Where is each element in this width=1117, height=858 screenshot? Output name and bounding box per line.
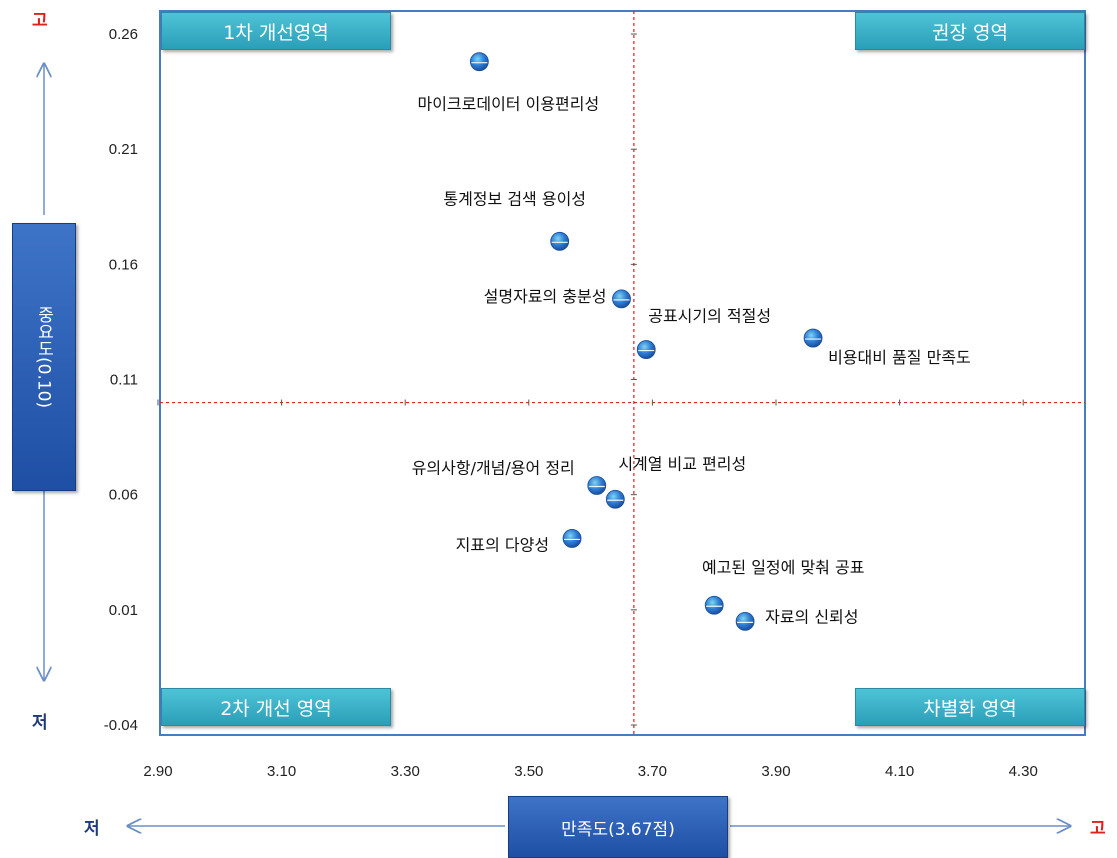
- plot-frame: [159, 10, 1086, 736]
- data-point-label: 지표의 다양성: [456, 535, 549, 554]
- y-axis-high-label: 고: [32, 11, 48, 31]
- data-point-label: 통계정보 검색 용이성: [443, 189, 586, 208]
- y-tick-label: 0.01: [109, 602, 138, 619]
- x-axis-low-label: 저: [84, 819, 100, 839]
- x-tick-label: 3.90: [761, 763, 790, 780]
- y-tick-label: 0.16: [109, 256, 138, 273]
- data-point-label: 공표시기의 적절성: [648, 307, 771, 326]
- data-point: [636, 340, 656, 359]
- y-tick-label: -0.04: [104, 717, 138, 734]
- quadrant-label-top-right: 권장 영역: [855, 12, 1085, 50]
- data-point: [562, 529, 582, 548]
- x-axis-title: 만족도(3.67점): [508, 796, 728, 858]
- data-point: [735, 611, 755, 631]
- x-tick-label: 4.10: [885, 763, 914, 780]
- y-tick-label: 0.21: [109, 141, 138, 158]
- x-tick-label: 3.70: [638, 763, 667, 780]
- y-axis-low-label: 저: [32, 713, 48, 733]
- data-point-label: 설명자료의 충분성: [484, 287, 607, 306]
- x-tick-label: 3.10: [267, 763, 296, 780]
- x-tick-label: 3.50: [514, 763, 543, 780]
- reference-lines: [160, 11, 1085, 735]
- y-tick-label: 0.11: [110, 372, 138, 389]
- data-point: [605, 489, 625, 509]
- data-point: [587, 476, 607, 495]
- quadrant-label-bottom-left: 2차 개선 영역: [161, 688, 391, 726]
- x-tick-label: 2.90: [143, 763, 172, 780]
- data-point-label: 시계열 비교 편리성: [618, 454, 746, 473]
- x-tick-label: 4.30: [1009, 763, 1038, 780]
- axis-ticks: 2.90 3.10 3.30 3.50 3.70 3.90 4.10 4.30 -0.04 0.0…: [104, 26, 1038, 780]
- quadrant-label-bottom-right: 차별화 영역: [855, 688, 1085, 726]
- x-tick-label: 3.30: [391, 763, 420, 780]
- y-tick-label: 0.26: [109, 26, 138, 43]
- data-point-label: 마이크로데이터 이용편리성: [417, 95, 599, 114]
- data-point-label: 유의사항/개념/용어 정리: [412, 458, 575, 477]
- data-point: [612, 289, 631, 309]
- data-point-label: 비용대비 품질 만족도: [828, 348, 971, 367]
- data-point: [803, 328, 823, 348]
- data-point-label: 자료의 신뢰성: [765, 607, 858, 626]
- data-point: [704, 595, 724, 615]
- y-axis-title: 중요도(0.10): [12, 223, 76, 491]
- quadrant-label-top-left: 1차 개선영역: [161, 12, 391, 50]
- data-point: [469, 52, 489, 72]
- y-tick-label: 0.06: [109, 487, 138, 504]
- data-point: [550, 231, 570, 251]
- data-point-label: 예고된 일정에 맞춰 공표: [702, 558, 864, 577]
- x-axis-high-label: 고: [1090, 819, 1106, 839]
